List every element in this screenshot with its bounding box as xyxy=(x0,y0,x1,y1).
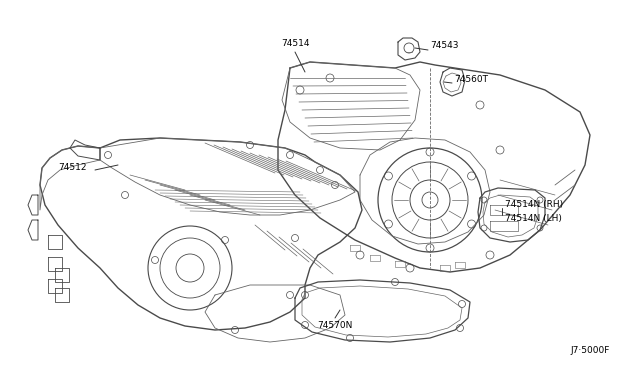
Text: 74512: 74512 xyxy=(58,164,86,173)
Text: J7·5000F: J7·5000F xyxy=(571,346,610,355)
Text: 74514N (LH): 74514N (LH) xyxy=(505,214,562,222)
Text: 74514: 74514 xyxy=(281,39,309,48)
Text: 74570N: 74570N xyxy=(317,321,353,330)
Text: 74543: 74543 xyxy=(430,42,458,51)
Text: 74560T: 74560T xyxy=(454,76,488,84)
Text: 74514N (RH): 74514N (RH) xyxy=(505,201,563,209)
